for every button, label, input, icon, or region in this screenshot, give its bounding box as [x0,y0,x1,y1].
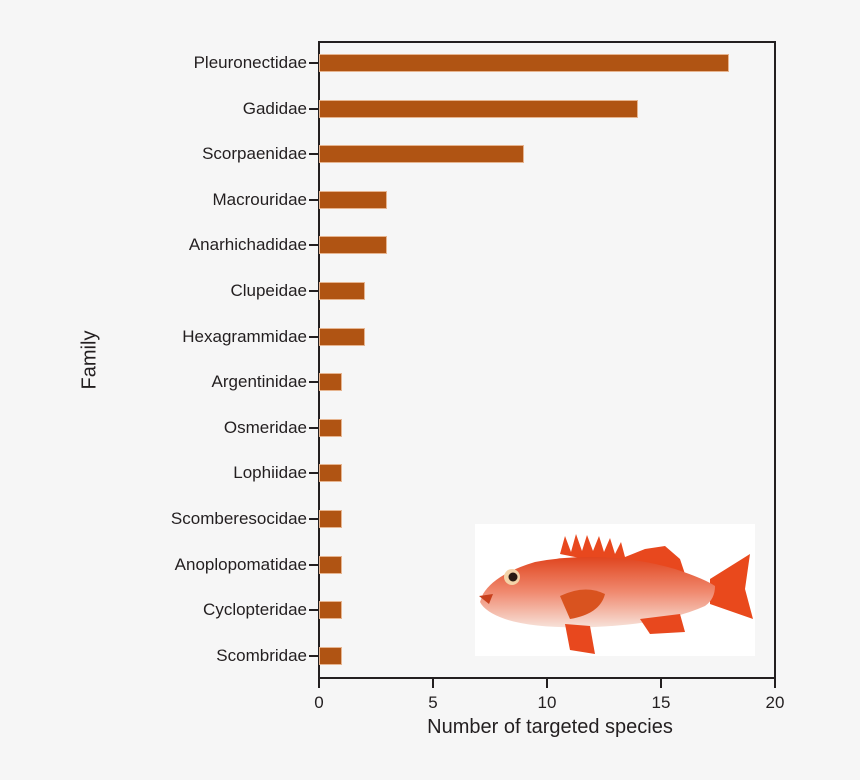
y-tick-label: Clupeidae [230,281,307,300]
x-tick [546,679,548,688]
y-tick [309,290,318,292]
rockfish-illustration-icon [475,524,755,656]
x-tick [318,679,320,688]
plot-area [318,41,776,679]
y-tick-label: Pleuronectidae [193,53,307,72]
y-tick [309,472,318,475]
x-tick-label: 10 [537,693,557,712]
y-tick-label: Scombridae [216,645,307,665]
bar-gadidae [319,99,639,118]
y-axis-title: Family [78,330,101,390]
y-tick-label: Anoplopomatidae [174,554,307,574]
x-tick [660,679,662,688]
bar-osmeridae [319,418,342,437]
x-tick [774,679,776,688]
bar-pleuronectidae [319,54,730,72]
bar-anoplopomatidae [319,555,342,574]
x-tick-label: 20 [765,693,785,712]
bar-scorpaenidae [319,145,525,164]
y-tick-label: Gadidae [242,98,307,118]
y-tick-label: Cyclopteridae [203,600,307,620]
y-tick-label: Hexagrammidae [182,326,307,346]
bar-scomberesocidae [319,510,342,528]
y-tick [309,335,318,338]
y-tick-label: Argentinidae [211,372,307,392]
x-axis-title: Number of targeted species [427,716,673,738]
y-tick-label: Macrouridae [212,189,308,209]
y-tick [309,62,318,64]
y-tick-label: Anarhichadidae [188,235,307,255]
bar-clupeidae [319,282,365,300]
x-tick-label: 0 [314,693,324,712]
y-tick-label: Scorpaenidae [202,144,307,164]
x-tick [432,679,434,688]
y-tick [309,153,318,156]
bar-argentinidae [319,373,342,392]
bar-cyclopteridae [319,601,342,620]
y-tick-label: Lophiidae [233,463,307,483]
bar-scombridae [319,646,342,665]
y-tick-label: Osmeridae [223,417,307,437]
y-tick [309,107,318,110]
bar-macrouridae [319,190,388,209]
y-tick [309,654,318,657]
y-tick [309,244,318,247]
bar-hexagrammidae [319,327,365,346]
y-tick [309,609,318,612]
bar-lophiidae [319,464,342,483]
bar-anarhichadidae [319,236,388,255]
y-tick [309,426,318,429]
x-tick-label: 15 [651,693,671,712]
y-tick [309,563,318,566]
x-tick-label: 5 [428,693,438,712]
y-tick-label: Scomberesocidae [170,509,307,528]
y-tick [309,198,318,201]
y-tick [309,518,318,520]
y-tick [309,381,318,384]
